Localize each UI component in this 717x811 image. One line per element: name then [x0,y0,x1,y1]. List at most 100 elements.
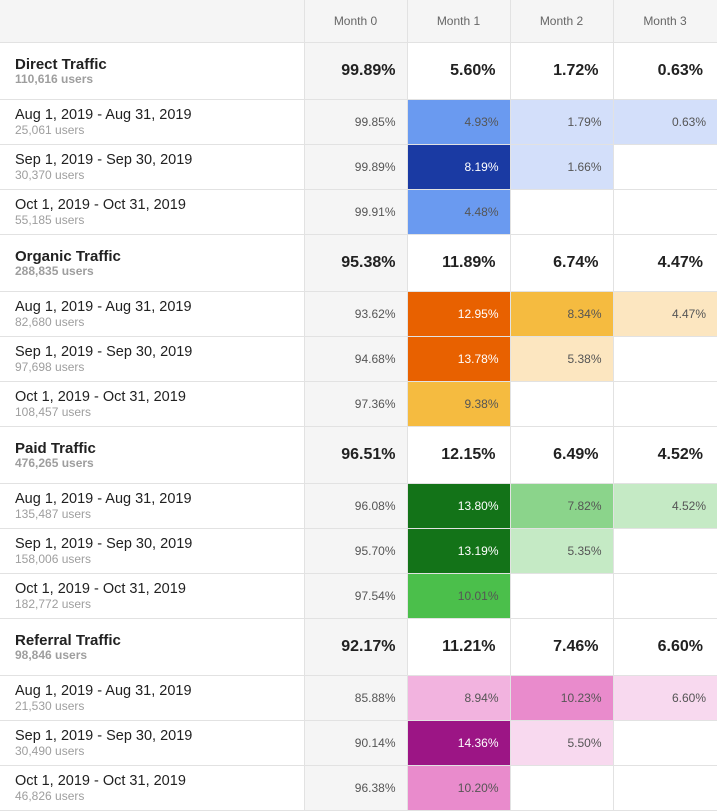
cohort-body: Direct Traffic 110,616 users 99.89% 5.60% 1.… [0,42,717,811]
segment-name: Direct Traffic [15,55,107,73]
retention-cell-month-1[interactable]: 9.38% [407,381,511,427]
cohort-users: 30,370 users [15,167,85,182]
retention-cell-month-1[interactable]: 12.95% [407,291,511,337]
cohort-users: 158,006 users [15,551,92,566]
retention-cell-month-1[interactable]: 10.01% [407,573,511,619]
cohort-users: 82,680 users [15,314,85,329]
retention-cell-month-0[interactable]: 97.36% [304,381,408,427]
retention-cell-month-0[interactable]: 96.08% [304,483,408,529]
cohort-label: Oct 1, 2019 - Oct 31, 2019 55,185 users [0,189,305,235]
column-header-month-2[interactable]: Month 2 [510,0,614,43]
cohort-users: 46,826 users [15,788,85,803]
cohort-date-range: Sep 1, 2019 - Sep 30, 2019 [15,727,193,744]
segment-total-month-3: 6.60% [613,618,717,676]
retention-cell-month-2 [510,189,614,235]
retention-cell-month-0[interactable]: 99.85% [304,99,408,145]
retention-cell-month-3 [613,189,717,235]
retention-cell-month-3[interactable]: 4.47% [613,291,717,337]
retention-cell-month-2[interactable]: 10.23% [510,675,614,721]
retention-cell-month-0[interactable]: 85.88% [304,675,408,721]
cohort-row: Sep 1, 2019 - Sep 30, 2019 30,370 users 99… [0,144,717,190]
retention-cell-month-2[interactable]: 5.50% [510,720,614,766]
cohort-label: Sep 1, 2019 - Sep 30, 2019 158,006 users [0,528,305,574]
segment-row-referral-traffic: Referral Traffic 98,846 users 92.17% 11.21%… [0,618,717,676]
header-row: Month 0 Month 1 Month 2 Month 3 [0,0,717,43]
retention-cell-month-2[interactable]: 1.79% [510,99,614,145]
segment-total-month-1: 5.60% [407,42,511,100]
cohort-label: Sep 1, 2019 - Sep 30, 2019 97,698 users [0,336,305,382]
retention-cell-month-0[interactable]: 90.14% [304,720,408,766]
cohort-row: Sep 1, 2019 - Sep 30, 2019 158,006 users 9… [0,528,717,574]
cohort-row: Aug 1, 2019 - Aug 31, 2019 25,061 users 99… [0,99,717,145]
retention-cell-month-1[interactable]: 8.94% [407,675,511,721]
segment-label: Organic Traffic 288,835 users [0,234,305,292]
column-header-month-3[interactable]: Month 3 [613,0,717,43]
column-header-month-0[interactable]: Month 0 [304,0,408,43]
cohort-row: Aug 1, 2019 - Aug 31, 2019 21,530 users 85… [0,675,717,721]
retention-cell-month-2[interactable]: 7.82% [510,483,614,529]
segment-users: 110,616 users [15,71,94,86]
retention-cell-month-0[interactable]: 93.62% [304,291,408,337]
retention-cell-month-0[interactable]: 97.54% [304,573,408,619]
retention-cell-month-2[interactable]: 1.66% [510,144,614,190]
retention-cell-month-0[interactable]: 95.70% [304,528,408,574]
retention-cell-month-1[interactable]: 13.19% [407,528,511,574]
segment-total-month-1: 12.15% [407,426,511,484]
retention-cell-month-1[interactable]: 4.93% [407,99,511,145]
retention-cell-month-0[interactable]: 94.68% [304,336,408,382]
cohort-date-range: Aug 1, 2019 - Aug 31, 2019 [15,106,192,123]
cohort-label: Aug 1, 2019 - Aug 31, 2019 21,530 users [0,675,305,721]
cohort-label: Aug 1, 2019 - Aug 31, 2019 82,680 users [0,291,305,337]
retention-cell-month-0[interactable]: 96.38% [304,765,408,811]
cohort-label: Oct 1, 2019 - Oct 31, 2019 108,457 users [0,381,305,427]
segment-total-month-1: 11.21% [407,618,511,676]
retention-cell-month-3[interactable]: 6.60% [613,675,717,721]
retention-cell-month-1[interactable]: 14.36% [407,720,511,766]
segment-total-month-2: 7.46% [510,618,614,676]
retention-cell-month-0[interactable]: 99.89% [304,144,408,190]
segment-name: Organic Traffic [15,247,121,265]
retention-cell-month-0[interactable]: 99.91% [304,189,408,235]
cohort-users: 25,061 users [15,122,85,137]
retention-cell-month-1[interactable]: 4.48% [407,189,511,235]
segment-total-month-0: 99.89% [304,42,408,100]
retention-cell-month-3[interactable]: 4.52% [613,483,717,529]
cohort-row: Oct 1, 2019 - Oct 31, 2019 182,772 users 9… [0,573,717,619]
column-header-month-1[interactable]: Month 1 [407,0,511,43]
retention-cell-month-3 [613,528,717,574]
retention-cell-month-3[interactable]: 0.63% [613,99,717,145]
cohort-date-range: Oct 1, 2019 - Oct 31, 2019 [15,196,186,213]
segment-label: Direct Traffic 110,616 users [0,42,305,100]
cohort-label: Sep 1, 2019 - Sep 30, 2019 30,370 users [0,144,305,190]
retention-cell-month-2[interactable]: 5.38% [510,336,614,382]
cohort-label: Oct 1, 2019 - Oct 31, 2019 46,826 users [0,765,305,811]
retention-cell-month-2[interactable]: 5.35% [510,528,614,574]
retention-cell-month-2 [510,573,614,619]
cohort-row: Aug 1, 2019 - Aug 31, 2019 135,487 users 9… [0,483,717,529]
segment-users: 98,846 users [15,647,88,662]
header-corner [0,0,305,43]
segment-name: Referral Traffic [15,631,121,649]
cohort-label: Sep 1, 2019 - Sep 30, 2019 30,490 users [0,720,305,766]
segment-label: Paid Traffic 476,265 users [0,426,305,484]
retention-cell-month-3 [613,573,717,619]
retention-cell-month-3 [613,720,717,766]
cohort-date-range: Oct 1, 2019 - Oct 31, 2019 [15,772,186,789]
cohort-row: Oct 1, 2019 - Oct 31, 2019 46,826 users 96… [0,765,717,811]
cohort-users: 135,487 users [15,506,92,521]
segment-users: 476,265 users [15,455,94,470]
retention-cell-month-1[interactable]: 13.78% [407,336,511,382]
segment-total-month-3: 0.63% [613,42,717,100]
segment-row-organic-traffic: Organic Traffic 288,835 users 95.38% 11.89%… [0,234,717,292]
cohort-users: 30,490 users [15,743,85,758]
retention-cell-month-1[interactable]: 8.19% [407,144,511,190]
retention-cell-month-1[interactable]: 10.20% [407,765,511,811]
retention-cell-month-2[interactable]: 8.34% [510,291,614,337]
retention-cell-month-1[interactable]: 13.80% [407,483,511,529]
cohort-label: Aug 1, 2019 - Aug 31, 2019 135,487 users [0,483,305,529]
cohort-row: Sep 1, 2019 - Sep 30, 2019 30,490 users 90… [0,720,717,766]
retention-cell-month-3 [613,765,717,811]
cohort-row: Oct 1, 2019 - Oct 31, 2019 55,185 users 99… [0,189,717,235]
cohort-date-range: Sep 1, 2019 - Sep 30, 2019 [15,535,193,552]
